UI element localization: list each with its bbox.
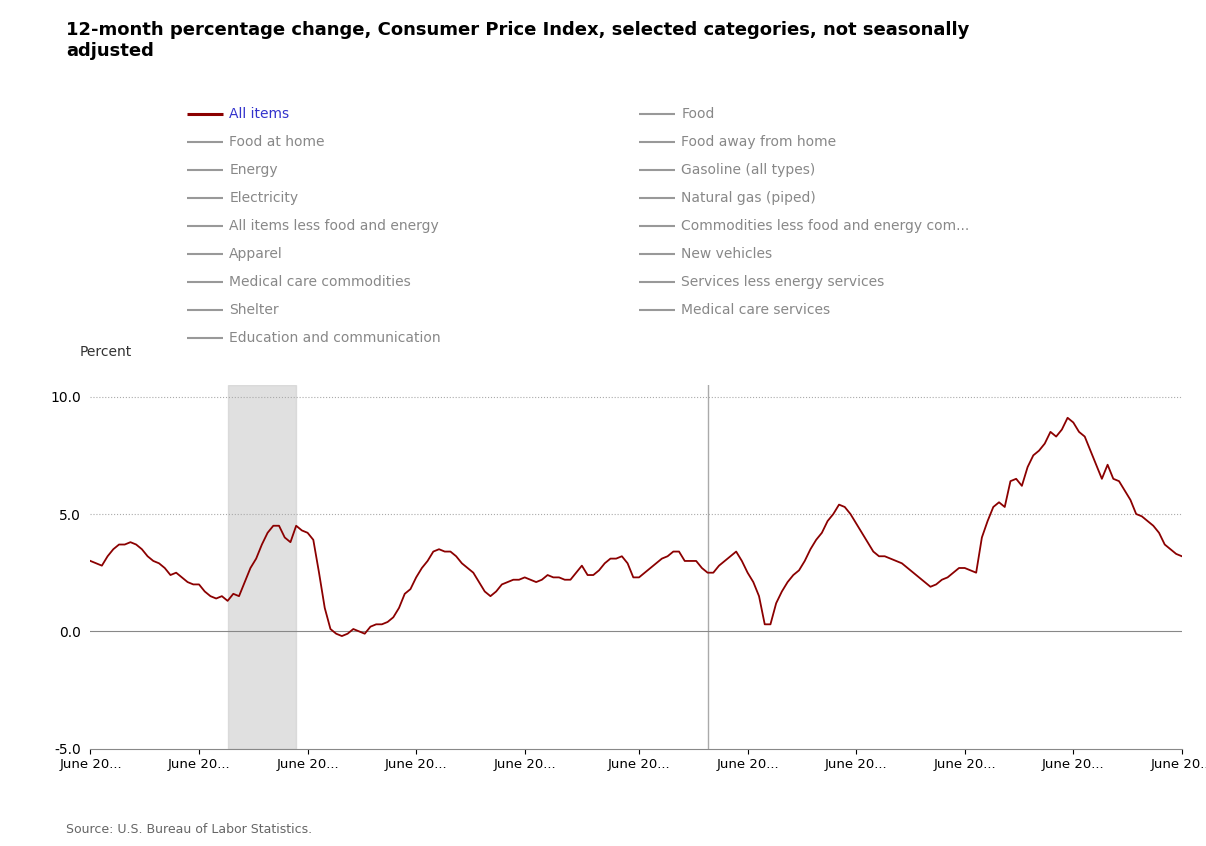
Text: Energy: Energy (229, 163, 277, 177)
Text: Apparel: Apparel (229, 247, 283, 261)
Text: Source: U.S. Bureau of Labor Statistics.: Source: U.S. Bureau of Labor Statistics. (66, 823, 312, 836)
Text: 12-month percentage change, Consumer Price Index, selected categories, not seaso: 12-month percentage change, Consumer Pri… (66, 21, 970, 60)
Text: Food: Food (681, 107, 715, 121)
Text: Food at home: Food at home (229, 135, 324, 149)
Text: All items: All items (229, 107, 289, 121)
Text: New vehicles: New vehicles (681, 247, 773, 261)
Text: Food away from home: Food away from home (681, 135, 837, 149)
Text: Natural gas (piped): Natural gas (piped) (681, 191, 816, 205)
Text: Shelter: Shelter (229, 303, 279, 316)
Text: Electricity: Electricity (229, 191, 298, 205)
Text: Medical care services: Medical care services (681, 303, 831, 316)
Bar (228, 385, 297, 749)
Text: Commodities less food and energy com...: Commodities less food and energy com... (681, 219, 970, 233)
Text: Gasoline (all types): Gasoline (all types) (681, 163, 815, 177)
Text: Services less energy services: Services less energy services (681, 275, 885, 288)
Text: Medical care commodities: Medical care commodities (229, 275, 411, 288)
Text: All items less food and energy: All items less food and energy (229, 219, 439, 233)
Text: Percent: Percent (80, 345, 131, 360)
Text: Education and communication: Education and communication (229, 331, 440, 344)
